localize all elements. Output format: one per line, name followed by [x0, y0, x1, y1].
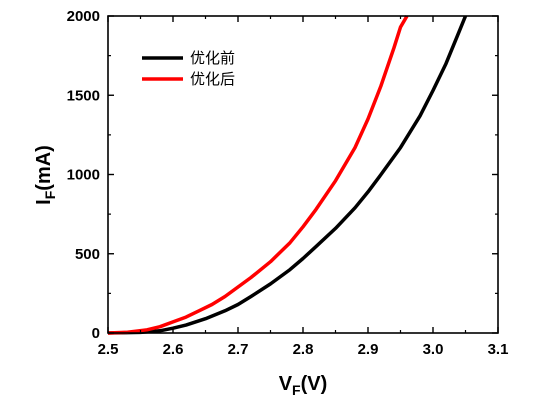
y-tick-label: 1000	[67, 167, 100, 184]
x-tick-label: 2.7	[228, 341, 249, 358]
x-tick-label: 2.8	[293, 341, 314, 358]
y-axis-title: IF(mA)	[33, 145, 58, 205]
x-axis-title: VF(V)	[279, 373, 328, 398]
y-axis-ticks: 0 500 1000 1500 2000	[67, 8, 498, 342]
x-tick-label: 3.1	[488, 341, 509, 358]
legend-label-series-2: 优化后	[190, 70, 235, 88]
series-line-2	[107, 15, 409, 335]
legend: 优化前 优化后	[142, 49, 235, 88]
y-tick-label: 0	[92, 325, 100, 342]
plot-frame	[107, 15, 499, 334]
x-tick-label: 2.5	[98, 341, 119, 358]
plot-lines	[107, 15, 468, 335]
legend-label-series-1: 优化前	[190, 49, 235, 67]
x-tick-label: 2.9	[358, 341, 379, 358]
x-axis-ticks: 2.5 2.6 2.7 2.8 2.9 3.0 3.1	[98, 16, 509, 358]
x-tick-label: 2.6	[163, 341, 184, 358]
y-tick-label: 1500	[67, 87, 100, 104]
x-tick-label: 3.0	[423, 341, 444, 358]
series-line-1	[107, 15, 468, 335]
y-tick-label: 2000	[67, 8, 100, 25]
y-tick-label: 500	[75, 246, 100, 263]
